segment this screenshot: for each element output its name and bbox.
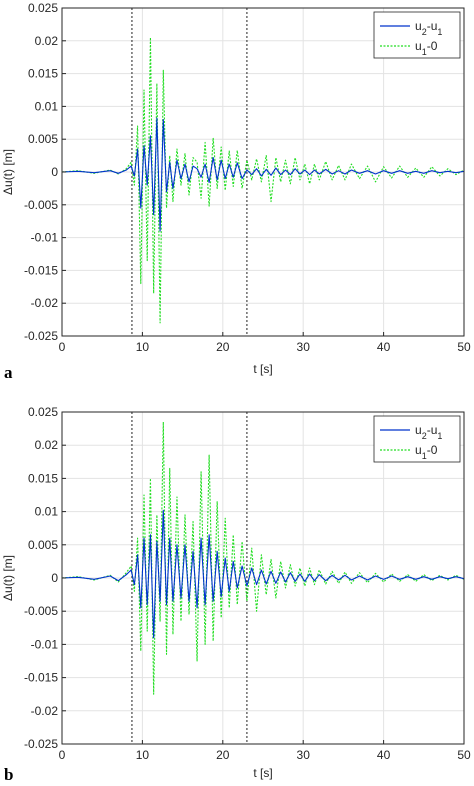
x-tick-label: 40 — [377, 748, 391, 762]
x-tick-label: 10 — [136, 748, 150, 762]
chart-panel-a: 0 10 20 30 40 50 0.025 0.02 0.015 0.01 0.005 0 -0.00… — [1, 1, 471, 382]
y-tick-label: 0.02 — [35, 438, 59, 452]
y-tick-label: -0.01 — [31, 231, 59, 245]
legend-label-u2-u1: u2-u1 — [415, 19, 442, 37]
y-tick-label: -0.025 — [24, 329, 58, 343]
legend-label-u2-u1: u2-u1 — [415, 423, 442, 441]
x-tick-label: 20 — [216, 340, 230, 354]
y-tick-label: -0.02 — [31, 296, 59, 310]
x-tick-label: 0 — [59, 340, 66, 354]
y-tick-label: -0.015 — [24, 263, 58, 277]
x-tick-label: 0 — [59, 748, 66, 762]
y-tick-label: 0.005 — [28, 538, 58, 552]
legend-label-u1-0: u1-0 — [415, 39, 438, 57]
x-tick-label: 30 — [297, 748, 311, 762]
panel-letter: b — [4, 765, 13, 784]
y-tick-label: 0.015 — [28, 67, 58, 81]
x-tick-label: 40 — [377, 340, 391, 354]
legend-box — [373, 415, 461, 463]
x-tick-label: 50 — [457, 748, 471, 762]
x-tick-label: 30 — [297, 340, 311, 354]
x-axis-label: t [s] — [253, 766, 272, 780]
y-tick-label: 0.02 — [35, 34, 59, 48]
y-tick-label: -0.025 — [24, 737, 58, 751]
y-tick-label: -0.005 — [24, 198, 58, 212]
y-tick-label: 0.01 — [35, 99, 59, 113]
series-line-u2-u1 — [61, 509, 465, 639]
y-axis-label: Δu(t) [m] — [1, 555, 15, 601]
y-tick-label: 0.015 — [28, 471, 58, 485]
x-axis-label: t [s] — [253, 362, 272, 376]
y-tick-label: 0.025 — [28, 405, 58, 419]
y-tick-label: -0.005 — [24, 604, 58, 618]
y-tick-label: 0 — [51, 571, 58, 585]
y-tick-label: 0.005 — [28, 132, 58, 146]
series-line-u1-0 — [61, 421, 465, 695]
x-tick-label: 50 — [457, 340, 471, 354]
legend-label-u1-0: u1-0 — [415, 443, 438, 461]
y-tick-label: -0.02 — [31, 704, 59, 718]
y-tick-label: -0.01 — [31, 637, 59, 651]
y-tick-label: 0 — [51, 165, 58, 179]
series-line-u2-u1 — [61, 117, 465, 232]
chart-panel-b: 0 10 20 30 40 50 0.025 0.02 0.015 0.01 0.005 0 -0.00… — [1, 405, 471, 784]
y-tick-label: 0.01 — [35, 505, 59, 519]
y-tick-label: 0.025 — [28, 1, 58, 15]
y-tick-label: -0.015 — [24, 671, 58, 685]
panel-letter: a — [4, 363, 13, 382]
x-tick-label: 10 — [136, 340, 150, 354]
legend-box — [373, 11, 461, 59]
y-axis-label: Δu(t) [m] — [1, 149, 15, 195]
x-tick-label: 20 — [216, 748, 230, 762]
